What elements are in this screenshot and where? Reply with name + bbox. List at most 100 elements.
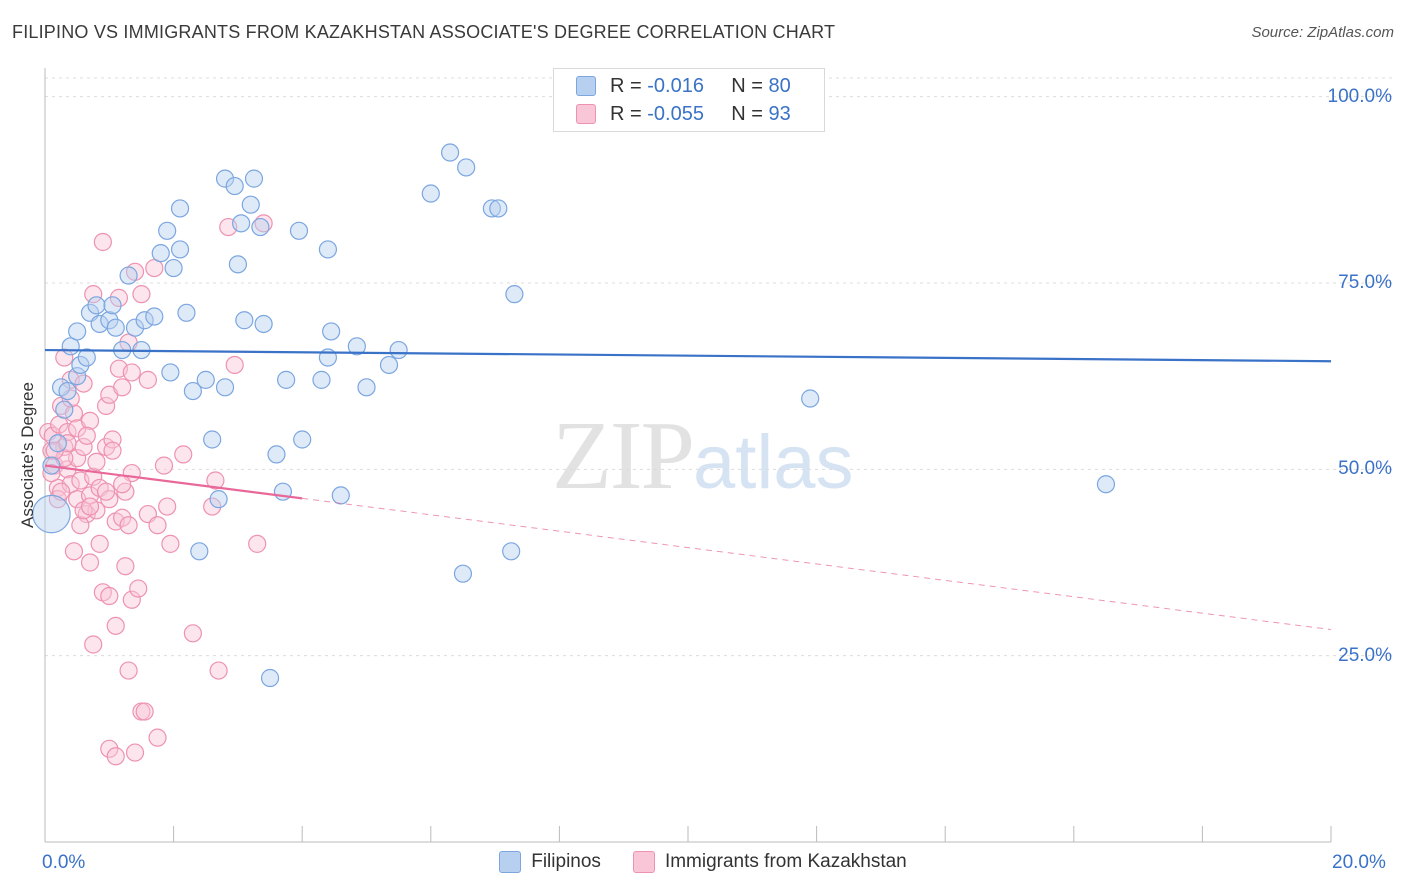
y-axis-label: Associate's Degree [18,382,37,528]
point-filipinos [183,381,202,401]
r-value-kazakhstan: -0.055 [647,102,704,125]
point-filipinos [203,430,222,449]
point-filipinos [87,296,106,315]
point-filipinos [119,266,138,285]
legend-swatch-kazakhstan [632,851,655,873]
trend-line-kazakhstan [44,464,303,500]
point-kazakhstan [80,553,100,572]
point-filipinos [232,214,251,233]
point-filipinos [145,307,164,326]
point-kazakhstan [248,534,267,553]
point-filipinos [1096,475,1116,494]
point-filipinos [379,355,399,375]
point-filipinos [58,381,77,401]
corr-row-filipinos: R = -0.016 N = 80 [576,72,791,100]
point-filipinos [801,389,820,408]
point-filipinos [161,363,180,382]
point-filipinos [312,370,331,389]
kazakhstan-swatch [576,104,596,124]
point-filipinos [77,348,96,367]
y-tick-label: 75.0% [1338,271,1392,293]
point-filipinos [254,314,273,334]
r-value-filipinos: -0.016 [647,74,704,97]
trend-lines [44,348,1332,631]
point-kazakhstan [132,285,151,304]
point-kazakhstan [80,497,100,516]
point-filipinos [241,195,260,214]
point-filipinos [215,378,235,397]
trend-line-kazakhstan-extension [302,497,1332,631]
point-kazakhstan [138,370,157,389]
point-filipinos [244,169,264,188]
point-kazakhstan [64,404,84,423]
point-kazakhstan [116,557,135,576]
x-tick-max: 20.0% [1332,852,1386,873]
legend-item-kazakhstan[interactable]: Immigrants from Kazakhstan [632,851,907,873]
point-kazakhstan [174,445,193,464]
point-kazakhstan [74,374,93,393]
y-tick-label: 100.0% [1327,85,1392,107]
point-filipinos [457,158,476,177]
point-filipinos [177,303,196,322]
point-kazakhstan [122,363,141,382]
n-label: N = [731,74,763,97]
watermark-zip: ZIP [552,402,695,510]
x-tick-min: 0.0% [42,852,86,873]
point-kazakhstan [103,441,122,460]
point-kazakhstan [119,661,138,680]
point-filipinos [502,542,521,561]
point-filipinos [228,255,247,274]
point-filipinos [215,169,235,188]
legend-label-filipinos: Filipinos [531,851,601,872]
point-kazakhstan [80,411,100,430]
point-filipinos [293,430,312,449]
point-filipinos [357,378,376,397]
point-filipinos [482,199,501,218]
point-filipinos [158,221,177,240]
point-filipinos [260,668,280,688]
point-filipinos [289,221,309,240]
point-filipinos [347,337,366,356]
point-filipinos [151,244,170,263]
point-filipinos [103,296,122,315]
point-filipinos [55,400,74,419]
point-filipinos [32,494,71,534]
point-kazakhstan [106,616,125,635]
point-kazakhstan [58,434,77,453]
point-kazakhstan [42,463,61,483]
point-kazakhstan [119,516,138,535]
point-filipinos [389,340,408,360]
point-kazakhstan [125,743,145,762]
point-filipinos [505,285,524,304]
point-kazakhstan [122,590,141,609]
point-filipinos [135,311,154,330]
axes [44,68,1332,843]
point-filipinos [235,311,254,330]
point-kazakhstan [154,456,174,475]
point-kazakhstan [148,516,167,535]
legend-swatch-filipinos [499,851,522,873]
correlation-box: R = -0.016 N = 80 R = -0.055 N = 93 [553,68,825,132]
point-filipinos [170,240,190,259]
watermark: ZIPatlas [552,400,854,512]
point-filipinos [489,199,508,218]
legend-item-filipinos[interactable]: Filipinos [499,851,601,873]
point-kazakhstan [209,661,228,680]
point-kazakhstan [109,288,129,307]
point-filipinos [453,564,473,583]
point-kazakhstan [183,624,202,643]
point-filipinos [196,370,215,389]
point-kazakhstan [206,471,225,490]
point-kazakhstan [93,232,112,252]
point-kazakhstan [129,579,148,598]
trend-line-filipinos [44,348,1332,363]
point-filipinos [125,318,145,337]
point-kazakhstan [64,542,84,561]
point-kazakhstan [55,348,74,367]
point-kazakhstan [100,739,119,758]
point-kazakhstan [135,702,154,721]
y-tick-label: 25.0% [1338,644,1392,666]
point-filipinos [48,434,67,453]
point-kazakhstan [96,396,116,416]
